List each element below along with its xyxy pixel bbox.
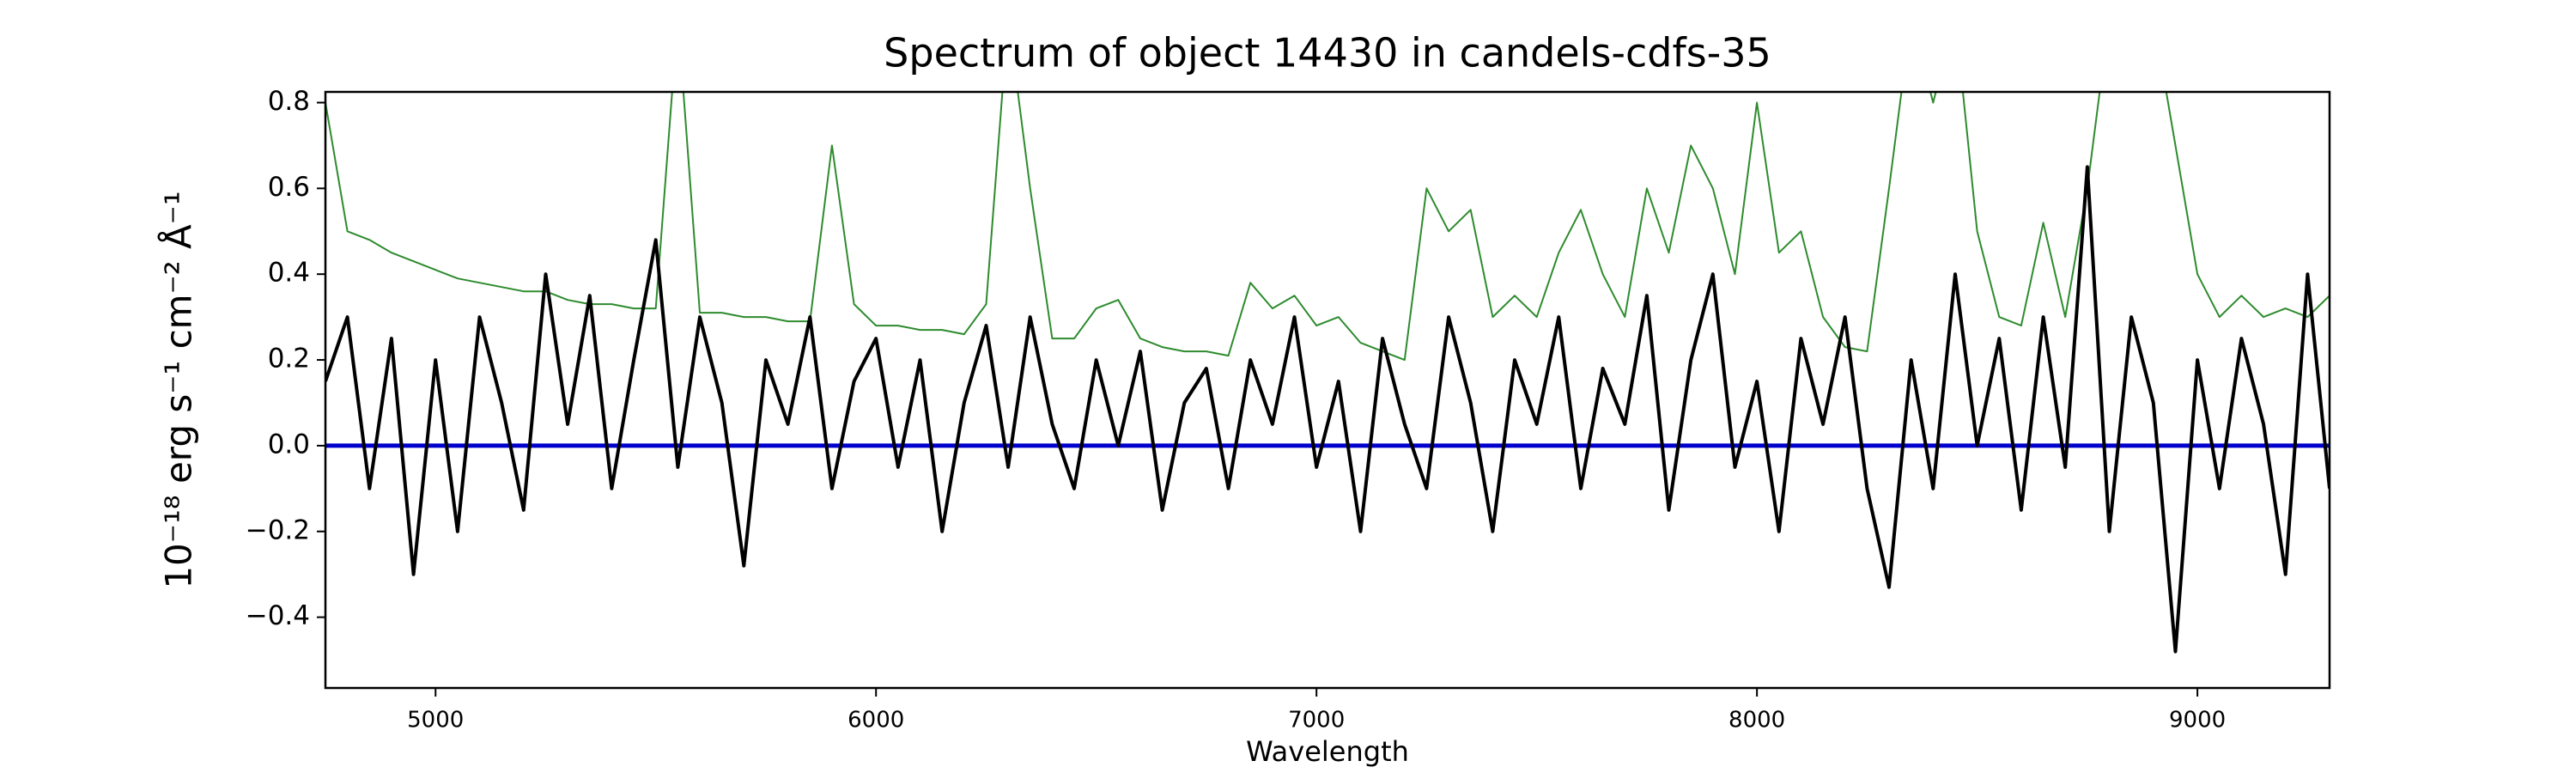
y-tick-label: 0.2 — [268, 344, 310, 374]
x-tick-label: 6000 — [848, 708, 904, 733]
y-tick-label: −0.2 — [246, 514, 310, 545]
x-tick-label: 7000 — [1288, 708, 1345, 733]
y-tick-label: 0.8 — [268, 86, 310, 117]
plot-area — [325, 92, 2330, 654]
x-tick-label: 9000 — [2169, 708, 2226, 733]
y-axis-label: 10⁻¹⁸ erg s⁻¹ cm⁻² Å⁻¹ — [157, 191, 200, 588]
x-axis-label: Wavelength — [1246, 735, 1409, 768]
y-tick-label: 0.6 — [268, 172, 310, 203]
y-tick-label: 0.0 — [268, 429, 310, 460]
chart-title: Spectrum of object 14430 in candels-cdfs… — [884, 30, 1771, 76]
spectrum-line — [325, 165, 2330, 654]
spectrum-line — [325, 92, 2330, 362]
axes-frame — [324, 90, 2331, 690]
y-tick-label: 0.4 — [268, 258, 310, 289]
y-tick-label: −0.4 — [246, 600, 310, 631]
x-tick-label: 5000 — [407, 708, 464, 733]
x-tick-label: 8000 — [1728, 708, 1785, 733]
